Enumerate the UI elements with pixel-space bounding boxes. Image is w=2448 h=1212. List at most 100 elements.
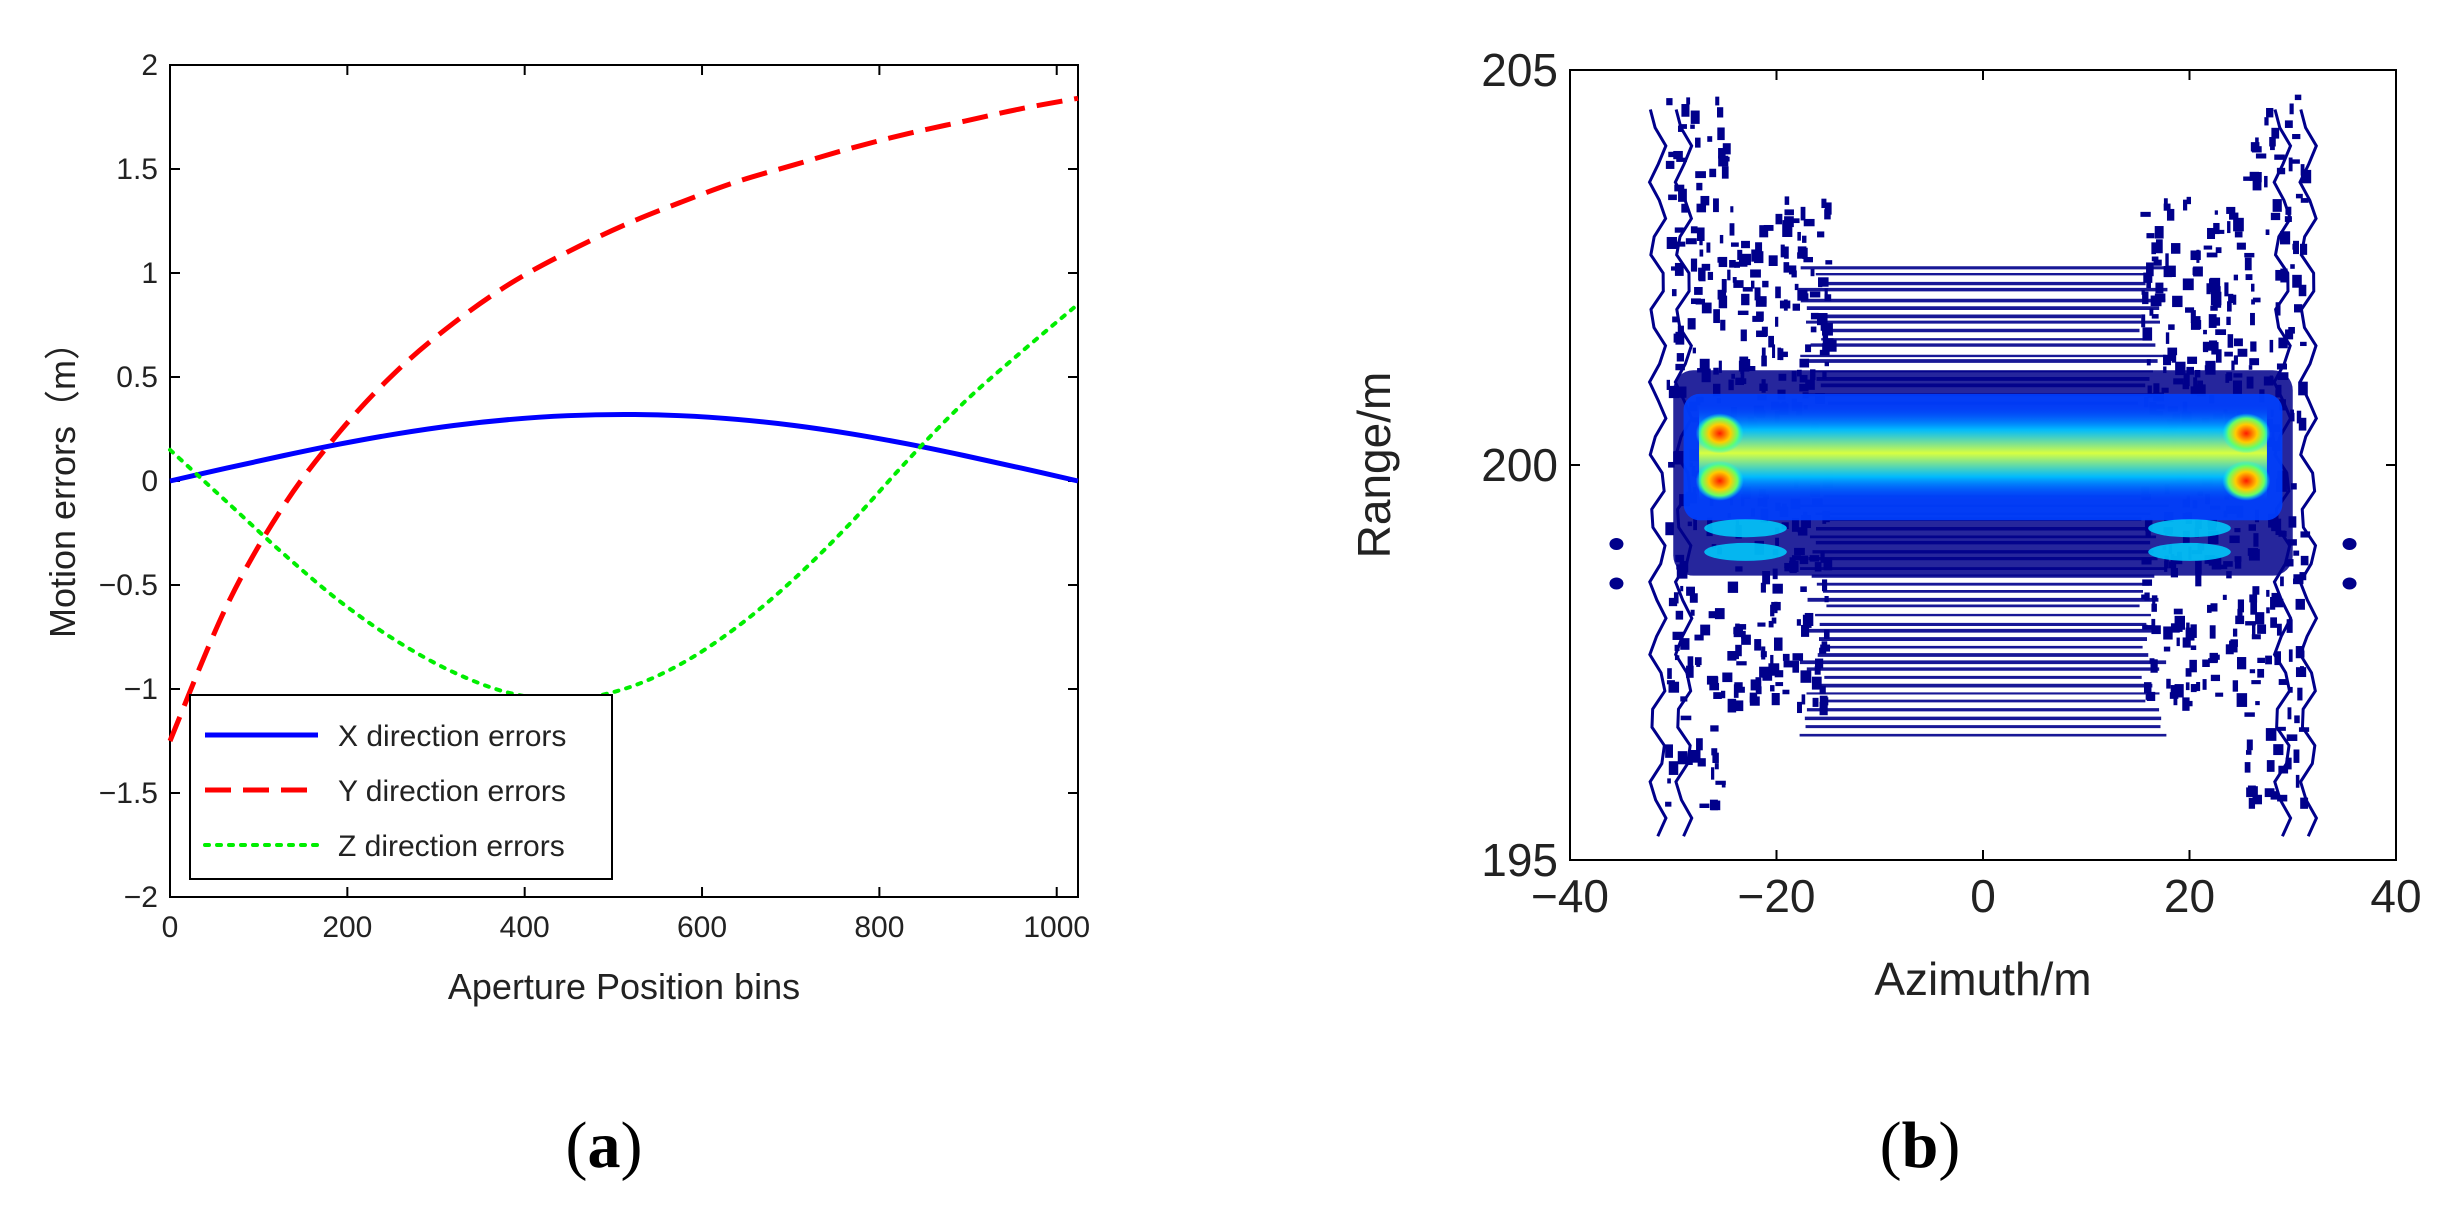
contour-dash — [2255, 701, 2260, 706]
series-line-z — [168, 302, 1080, 702]
contour-dash — [2195, 574, 2202, 587]
contour-dash — [1673, 592, 1679, 604]
contour-dash — [1800, 206, 1806, 221]
contour-dash — [2266, 760, 2275, 772]
chart-a-ticks: 0 200 400 600 800 1000 2 1.5 1 0.5 0 −0.5 −1 −1.5 −2 — [99, 49, 1090, 944]
contour-dash — [1822, 323, 1833, 336]
contour-dash — [2295, 667, 2307, 678]
contour-dash — [1668, 597, 1678, 607]
contour-dash — [2257, 624, 2267, 634]
contour-dash — [2175, 361, 2186, 376]
panel-letter-a: a — [588, 1109, 621, 1182]
contour-dash — [1706, 242, 1711, 253]
contour-dash — [1749, 696, 1760, 706]
contour-dash — [2226, 316, 2231, 326]
contour-dash — [1803, 218, 1815, 227]
contour-dash — [2207, 227, 2216, 240]
contour-dash — [2276, 726, 2286, 731]
legend-label: Z direction errors — [338, 830, 565, 863]
chart-a-x-axis-label: Aperture Position bins — [448, 966, 800, 1007]
contour-dash — [1713, 692, 1722, 699]
contour-dash — [2183, 199, 2188, 211]
contour-dash — [2227, 334, 2234, 348]
contour-dash — [1694, 634, 1704, 641]
contour-dash — [1819, 685, 1826, 695]
contour-dash — [2293, 749, 2300, 763]
contour-dash — [1681, 104, 1690, 117]
contour-dash — [1737, 310, 1749, 316]
contour-dash — [2174, 615, 2185, 630]
contour-dash — [2296, 410, 2302, 424]
contour-dash — [2244, 762, 2251, 773]
contour-dash — [1750, 679, 1759, 691]
contour-dash — [1687, 318, 1696, 330]
contour-dash — [2165, 332, 2170, 344]
contour-dash — [1689, 749, 1701, 763]
contour-dash — [2293, 550, 2300, 556]
contour-dash — [2187, 356, 2198, 364]
contour-dash — [1681, 124, 1687, 129]
contour-dash — [1797, 289, 1808, 301]
contour-dash — [1680, 715, 1692, 721]
contour-dash — [1801, 624, 1810, 637]
contour-dash — [2270, 212, 2281, 221]
contour-dash — [1825, 339, 1837, 352]
x-tick-label: 400 — [500, 911, 550, 944]
contour-dash — [1730, 206, 1734, 213]
contour-dash — [2172, 295, 2183, 308]
contour-dash — [2170, 685, 2176, 698]
contour-dash — [2294, 94, 2302, 101]
contour-dash — [1718, 295, 1728, 309]
contour-dash — [2151, 595, 2158, 602]
contour-dash — [1677, 751, 1688, 765]
contour-dash — [2151, 625, 2161, 635]
contour-dash — [2149, 308, 2154, 316]
contour-dash — [1738, 261, 1748, 267]
panel-label-a: (a) — [566, 1109, 643, 1182]
contour-dash — [1711, 767, 1715, 780]
contour-dash — [2250, 609, 2257, 614]
x-tick-label: −40 — [1531, 870, 1609, 922]
contour-dash — [2251, 634, 2261, 640]
contour-dash — [2246, 739, 2253, 751]
contour-dash — [1754, 639, 1762, 651]
contour-dash — [1796, 619, 1801, 626]
contour-dash — [1709, 168, 1717, 178]
band-lower — [2148, 519, 2231, 538]
contour-dash — [1714, 608, 1725, 620]
contour-dash — [1699, 358, 1710, 371]
contour-dash — [2270, 596, 2276, 610]
contour-dash — [2300, 531, 2311, 538]
contour-dash — [2209, 625, 2216, 639]
contour-dash — [2185, 627, 2195, 641]
contour-dash — [2214, 210, 2218, 215]
contour-dash — [2248, 365, 2253, 370]
contour-dash — [1782, 689, 1790, 695]
contour-dash — [2271, 592, 2280, 600]
contour-dash — [1666, 680, 1675, 685]
contour-dash — [2173, 697, 2178, 706]
contour-dash — [1818, 316, 1827, 325]
contour-dash — [2190, 250, 2201, 261]
contour-dash — [2252, 180, 2262, 191]
contour-dash — [2265, 655, 2272, 665]
contour-dash — [1686, 665, 1694, 678]
contour-dash — [2208, 228, 2213, 234]
contour-dash — [2232, 628, 2238, 637]
x-tick-label: 40 — [2370, 870, 2421, 922]
contour-dash — [2230, 639, 2238, 647]
contour-dash — [2269, 339, 2274, 353]
contour-dash — [1742, 287, 1753, 292]
y-tick-label: 2 — [141, 49, 158, 82]
contour-dash — [2196, 681, 2201, 692]
contour-dash — [1811, 676, 1822, 690]
contour-dash — [2236, 657, 2247, 670]
contour-dash — [2251, 680, 2261, 685]
contour-dash — [1770, 604, 1775, 617]
contour-dash — [2174, 684, 2184, 698]
contour-dash — [1754, 287, 1761, 301]
contour-wave — [2298, 109, 2319, 837]
contour-dash — [1697, 758, 1706, 767]
contour-dash — [2213, 222, 2220, 235]
contour-dash — [1686, 97, 1691, 105]
